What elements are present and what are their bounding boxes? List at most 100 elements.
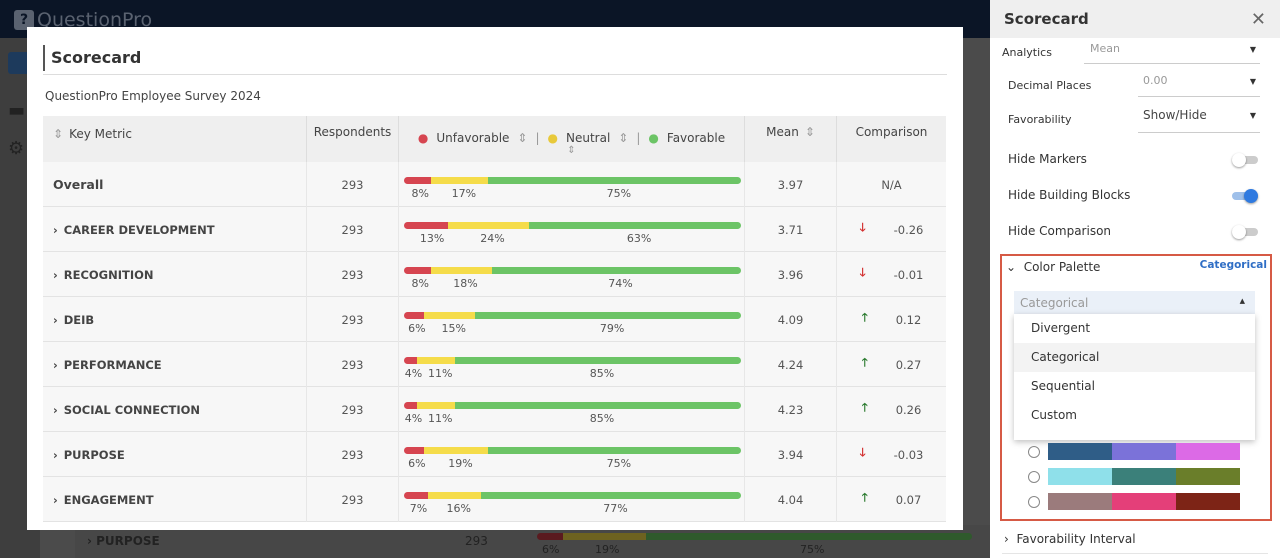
mean-cell: 4.09 <box>745 297 837 342</box>
col-respondents[interactable]: Respondents <box>307 116 399 162</box>
favorable-segment <box>491 267 741 274</box>
favorability-cell: 4% 11% 85% <box>399 387 745 432</box>
comparison-value: -0.03 <box>893 447 924 462</box>
favorability-cell: 6% 15% 79% <box>399 297 745 342</box>
neutral-segment <box>430 177 489 184</box>
sort-icon[interactable]: ⇕ <box>53 127 64 141</box>
favorable-pct: 85% <box>589 412 615 425</box>
option-custom[interactable]: Custom <box>1031 408 1077 422</box>
unfavorable-pct: 7% <box>409 502 428 515</box>
metric-cell[interactable]: › DEIB <box>43 297 307 342</box>
header-label[interactable]: Favorable <box>666 131 726 145</box>
option-categorical[interactable]: Categorical <box>1014 343 1255 372</box>
folder-icon[interactable]: ▬ <box>8 100 26 121</box>
respondents-value: 293 <box>341 177 364 192</box>
respondents-cell: 293 <box>307 252 399 297</box>
palette-option[interactable] <box>1028 443 1240 460</box>
chevron-right-icon[interactable]: › <box>53 447 58 462</box>
table-row[interactable]: › PURPOSE 293 6% 19% 75% 3.94 🡓 -0.03 <box>43 432 946 477</box>
header-label[interactable]: Unfavorable <box>436 131 510 145</box>
comparison-value: 0.12 <box>895 312 922 327</box>
bg-label: 6% <box>542 543 560 556</box>
favorability-label: Favorability <box>1008 113 1072 126</box>
close-icon[interactable]: ✕ <box>1250 8 1266 30</box>
chevron-right-icon[interactable]: › <box>53 267 58 282</box>
mean-value: 4.04 <box>777 492 804 507</box>
hide-building-blocks-toggle[interactable] <box>1232 189 1258 203</box>
decimal-label: Decimal Places <box>1008 79 1092 92</box>
chevron-right-icon[interactable]: › <box>53 222 58 237</box>
table-row[interactable]: › SOCIAL CONNECTION 293 4% 11% 85% 4.23 🡑… <box>43 387 946 432</box>
sort-icon[interactable]: ⇕ <box>804 125 815 139</box>
col-comparison[interactable]: Comparison <box>837 116 946 162</box>
chevron-right-icon[interactable]: › <box>53 357 58 372</box>
unfavorable-segment <box>404 177 431 184</box>
bg-label: 75% <box>800 543 825 556</box>
bg-row-bar <box>537 533 972 540</box>
color-palette-toggle[interactable]: ⌄ Color Palette <box>1006 260 1100 274</box>
sort-icon[interactable]: ⇕ <box>618 131 629 145</box>
metric-cell[interactable]: › PERFORMANCE <box>43 342 307 387</box>
neutral-segment <box>424 447 489 454</box>
table-row[interactable]: › CAREER DEVELOPMENT 293 13% 24% 63% 3.71… <box>43 207 946 252</box>
col-key-metric[interactable]: ⇕ Key Metric <box>43 116 307 162</box>
palette-option[interactable] <box>1028 468 1240 485</box>
metric-cell[interactable]: › SOCIAL CONNECTION <box>43 387 307 432</box>
chevron-right-icon[interactable]: › <box>53 492 58 507</box>
header-label[interactable]: Neutral <box>566 131 611 145</box>
radio-button[interactable] <box>1028 445 1040 458</box>
metric-cell[interactable]: › RECOGNITION <box>43 252 307 297</box>
favorability-cell: 8% 17% 75% <box>399 162 745 207</box>
caret-down-icon: ▼ <box>1249 45 1256 54</box>
neutral-segment <box>427 492 482 499</box>
neutral-pct: 15% <box>441 322 466 335</box>
mean-value: 3.71 <box>777 222 804 237</box>
unfavorable-segment <box>404 267 431 274</box>
mean-value: 3.97 <box>777 177 804 192</box>
radio-button[interactable] <box>1028 495 1040 508</box>
metric-cell[interactable]: › CAREER DEVELOPMENT <box>43 207 307 252</box>
comparison-value: -0.01 <box>893 267 924 282</box>
decimal-select[interactable]: 0.00 ▼ <box>1138 74 1260 97</box>
table-row[interactable]: › DEIB 293 6% 15% 79% 4.09 🡑 0.12 <box>43 297 946 342</box>
comparison-cell: 🡑 0.27 <box>837 342 946 387</box>
table-row[interactable]: › RECOGNITION 293 8% 18% 74% 3.96 🡓 -0.01 <box>43 252 946 297</box>
sort-icon[interactable]: ⇕ <box>517 131 528 145</box>
gear-icon[interactable]: ⚙ <box>8 138 25 159</box>
dashboard-icon[interactable] <box>8 52 30 74</box>
respondents-value: 293 <box>341 222 364 237</box>
sort-icon[interactable]: ⇕ <box>567 145 576 156</box>
favorability-interval-section[interactable]: › Favorability Interval <box>1004 532 1280 546</box>
header-label: Comparison <box>855 125 928 139</box>
favorability-select[interactable]: Show/Hide ▼ <box>1138 108 1260 133</box>
background-row: › PURPOSE 293 6% 19% 75% <box>75 525 990 558</box>
scorecard-table: ⇕ Key Metric Respondents ● Unfavorable ⇕ | … <box>43 116 946 530</box>
hide-comparison-toggle[interactable] <box>1232 225 1258 239</box>
unfavorable-segment <box>404 222 448 229</box>
table-row[interactable]: › PERFORMANCE 293 4% 11% 85% 4.24 🡑 0.27 <box>43 342 946 387</box>
radio-button[interactable] <box>1028 470 1040 483</box>
color-palette-section: ⌄ Color Palette Categorical <box>1000 254 1272 521</box>
analytics-select[interactable]: Mean ▼ <box>1084 42 1260 64</box>
chevron-right-icon[interactable]: › <box>53 312 58 327</box>
favorability-bar <box>404 222 741 229</box>
table-row[interactable]: › ENGAGEMENT 293 7% 16% 77% 4.04 🡑 0.07 <box>43 477 946 522</box>
table-row[interactable]: Overall 293 8% 17% 75% 3.97 N/A <box>43 162 946 207</box>
comparison-value: N/A <box>881 177 902 192</box>
metric-cell[interactable]: › PURPOSE <box>43 432 307 477</box>
panel-header: Scorecard ✕ <box>990 0 1280 38</box>
option-sequential[interactable]: Sequential <box>1031 379 1095 393</box>
option-divergent[interactable]: Divergent <box>1031 321 1091 335</box>
chevron-right-icon[interactable]: › <box>53 402 58 417</box>
respondents-cell: 293 <box>307 297 399 342</box>
palette-option[interactable] <box>1028 493 1240 510</box>
neutral-pct: 11% <box>428 367 453 380</box>
palette-select[interactable]: Categorical ▲ <box>1014 291 1255 314</box>
respondents-value: 293 <box>341 267 364 282</box>
respondents-value: 293 <box>341 402 364 417</box>
col-mean[interactable]: Mean ⇕ <box>745 116 837 162</box>
respondents-value: 293 <box>341 492 364 507</box>
hide-markers-toggle[interactable] <box>1232 153 1258 167</box>
metric-cell[interactable]: › ENGAGEMENT <box>43 477 307 522</box>
unfavorable-dot-icon: ● <box>417 131 429 145</box>
